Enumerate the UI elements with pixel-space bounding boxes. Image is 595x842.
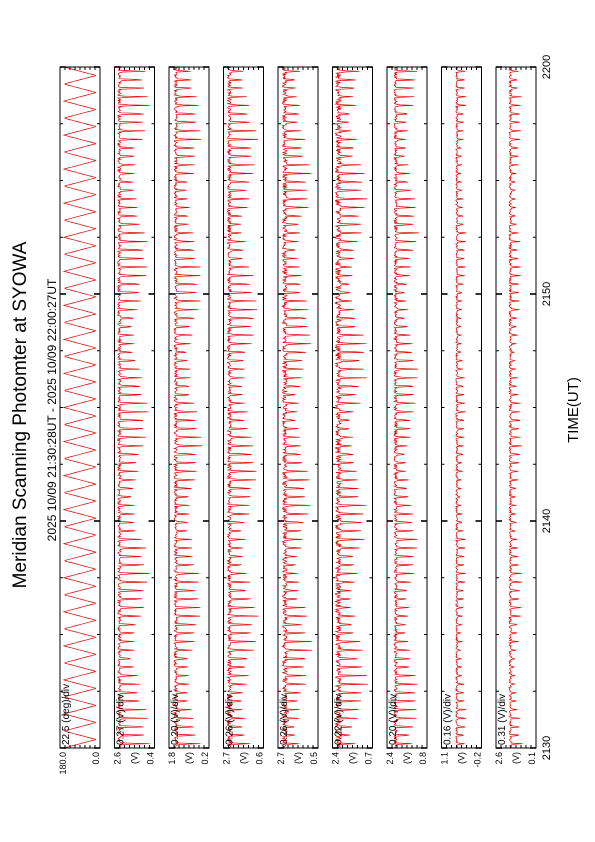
trace-line <box>62 66 97 749</box>
y-units-label: (V) <box>457 752 467 764</box>
y-units-label: (V) <box>402 752 412 764</box>
y-units-label: (V) <box>511 752 521 764</box>
y-max-label: 2.7 <box>276 752 286 765</box>
time-range-label: 2025 10/09 21:30:28UT - 2025 10/09 22:00… <box>45 278 59 541</box>
y-max-label: 2.4 <box>331 752 341 765</box>
y-max-label: 2.7 <box>222 752 232 765</box>
trace-line <box>334 66 369 749</box>
panel-scale-label: 0.26 (V)/div <box>279 694 290 745</box>
panel-7: 0.20 (V)/div 2.4 0.8 (V) <box>385 66 428 765</box>
y-min-label: 0.0 <box>91 752 101 765</box>
panel-scale-label: 0.31 (V)/div <box>497 694 508 745</box>
panel-2: 0.27 (V)/div 2.6 0.4 (V) <box>113 66 156 765</box>
trace-line <box>172 66 203 749</box>
y-min-label: 0.7 <box>364 752 374 765</box>
panel-scale-label: 0.20 (V)/div <box>170 694 181 745</box>
panel-scale-label: 0.20 (V)/div <box>388 694 399 745</box>
y-min-label: 0.6 <box>255 752 265 765</box>
panel-3: 0.20 (V)/div 1.8 0.2 (V) <box>167 66 210 765</box>
trace-line <box>226 67 259 749</box>
y-max-label: 1.8 <box>167 752 177 765</box>
y-min-label: 0.2 <box>200 752 210 765</box>
panel-scale-label: 0.22 (V)/div <box>334 694 345 745</box>
y-units-label: (V) <box>184 752 194 764</box>
y-units-label: (V) <box>293 752 303 764</box>
y-units-label: (V) <box>348 752 358 764</box>
y-max-label: 1.1 <box>440 752 450 765</box>
panel-frame <box>332 66 373 749</box>
time-tick-labels: 2130 2140 2150 2200 <box>541 55 553 760</box>
figure-title: Meridian Scanning Photomter at SYOWA <box>10 241 31 588</box>
panel-8: 0.16 (V)/div 1.1 -0.2 (V) <box>440 66 483 768</box>
trace-line <box>116 66 150 749</box>
trace-line <box>281 66 313 749</box>
time-tick-label: 2150 <box>541 282 553 306</box>
trace-line <box>392 66 420 749</box>
trace-line <box>454 66 467 749</box>
panel-6: 0.22 (V)/div 2.4 0.7 (V) <box>331 66 374 765</box>
panels-group: 22.5 (deg)/div 180.0 0.0 0.27 (V)/div 2.6 0.4… <box>58 66 537 775</box>
panel-frame <box>495 66 537 749</box>
y-units-label: (V) <box>130 752 140 764</box>
y-min-label: 0.8 <box>418 752 428 765</box>
panel-scale-label: 0.27 (V)/div <box>116 694 127 745</box>
y-min-label: 0.5 <box>309 752 319 765</box>
panel-frame <box>386 66 428 749</box>
y-max-label: 2.6 <box>113 752 123 765</box>
time-tick-label: 2140 <box>541 509 553 533</box>
panel-4: 0.26 (V)/div 2.7 0.6 (V) <box>222 66 265 765</box>
time-tick-label: 2130 <box>541 736 553 760</box>
panel-frame <box>441 66 482 749</box>
y-min-label: 0.4 <box>146 752 156 765</box>
panel-9: 0.31 (V)/div 2.6 0.1 (V) <box>494 66 537 765</box>
y-max-label: 2.4 <box>385 752 395 765</box>
panel-scale-label: 0.26 (V)/div <box>225 694 236 745</box>
y-max-label: 2.6 <box>494 752 504 765</box>
y-max-label: 180.0 <box>58 752 68 775</box>
panel-scale-label: 22.5 (deg)/div <box>61 684 72 745</box>
panel-scale-label: 0.16 (V)/div <box>443 694 454 745</box>
panel-1: 22.5 (deg)/div 180.0 0.0 <box>58 66 101 775</box>
panel-frame <box>59 66 101 749</box>
trace-line <box>507 67 523 749</box>
y-min-label: 0.1 <box>527 752 537 765</box>
y-units-label: (V) <box>239 752 249 764</box>
panel-5: 0.26 (V)/div 2.7 0.5 (V) <box>276 66 319 765</box>
x-axis-label: TIME(UT) <box>565 377 582 443</box>
time-tick-label: 2200 <box>541 55 553 79</box>
y-min-label: -0.2 <box>473 752 483 768</box>
